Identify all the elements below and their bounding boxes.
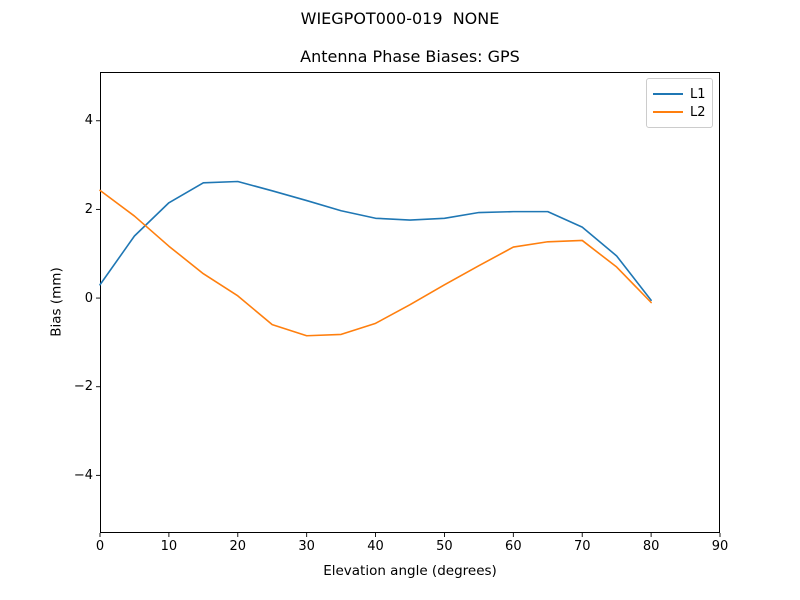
legend-entry: L1 [653,86,712,102]
l1-line [99,180,652,302]
legend-label: L1 [690,86,706,102]
figure-title: WIEGPOT000-019 NONE [300,9,500,28]
x-tick-label: 10 [160,539,178,554]
x-axis-label: Elevation angle (degrees) [323,563,497,579]
y-tick-label: 4 [84,113,93,129]
x-tick-label: 0 [95,539,105,554]
x-tick-label: 20 [229,539,247,554]
x-tick-label: 80 [642,539,660,554]
legend: L1 L2 [646,78,713,128]
y-tick-label: −4 [73,467,93,483]
x-tick-label: 40 [367,539,384,554]
x-tick-label: 70 [573,539,591,554]
plot-border [100,72,720,533]
y-tick-label: 2 [84,201,93,217]
l2-line [99,189,652,337]
legend-line-sample [653,111,683,113]
plot-area [96,72,721,537]
y-tick-label: 0 [84,290,93,306]
x-tick-label: 60 [505,539,522,554]
x-tick-label: 30 [298,539,315,554]
x-tick-label: 90 [711,539,729,554]
y-tick-label: −2 [73,379,93,395]
x-tick-label: 50 [436,539,453,554]
axes-title: Antenna Phase Biases: GPS [300,47,520,66]
legend-label: L2 [690,104,706,120]
legend-entry: L2 [653,104,712,120]
legend-line-sample [653,93,683,95]
